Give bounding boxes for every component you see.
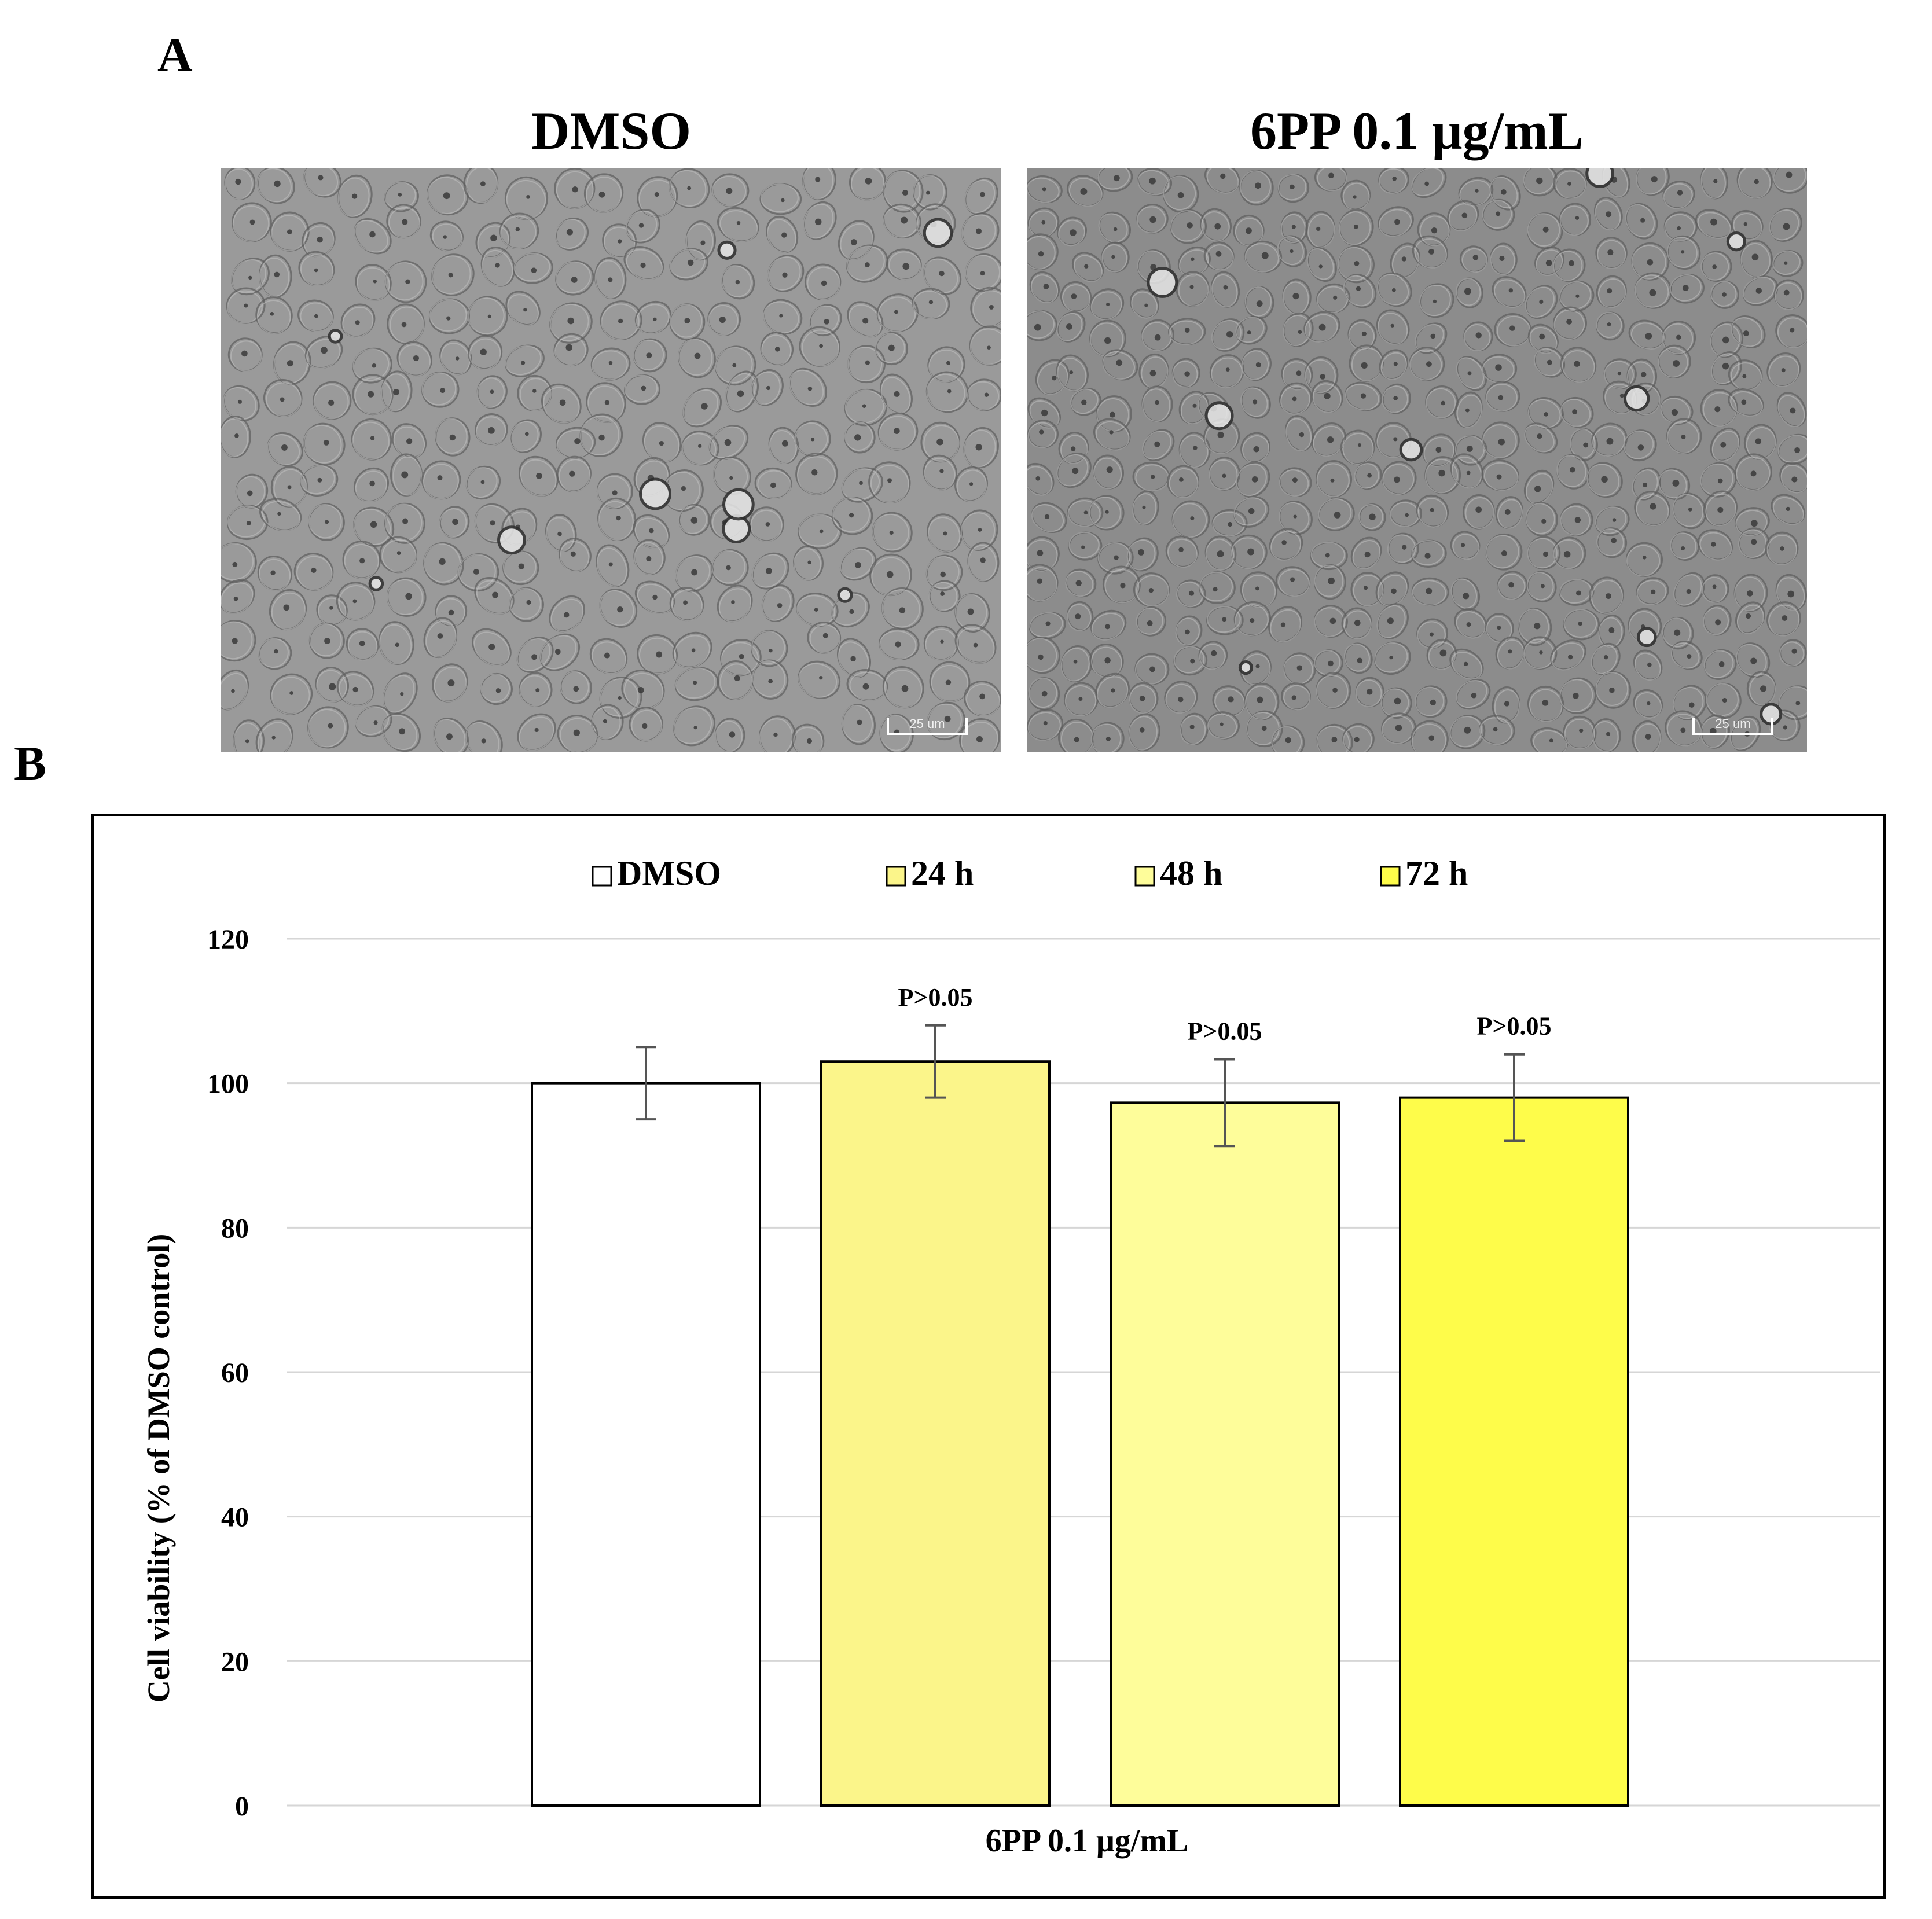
p-value-annotation: P>0.05: [898, 983, 973, 1012]
scalebar-6pp: 25 um: [1692, 716, 1773, 735]
micrograph-dmso: 25 um: [221, 168, 1001, 752]
x-axis-label: 6PP 0.1 μg/mL: [986, 1823, 1189, 1859]
bar-dmso: [531, 1082, 761, 1807]
p-value-annotation: P>0.05: [1477, 1012, 1552, 1041]
bar-72-h: [1399, 1096, 1629, 1807]
y-tick-label: 0: [235, 1791, 249, 1822]
y-tick-label: 80: [221, 1213, 249, 1244]
y-tick-label: 60: [221, 1358, 249, 1388]
panel-label-b: B: [14, 737, 47, 791]
error-bar: [636, 1046, 656, 1121]
panel-label-a: A: [157, 28, 193, 82]
legend-swatch: [1134, 866, 1155, 887]
chart-frame: 0 20 40 60 80 100 120 Cell viability (% of DMSO…: [91, 814, 1886, 1899]
legend-label: DMSO: [617, 854, 721, 892]
bar-chart: 0 20 40 60 80 100 120 Cell viability (% of DMSO…: [141, 854, 1880, 1859]
error-bar: [1504, 1053, 1525, 1142]
micrograph-dmso-cells: [221, 168, 1001, 752]
micrograph-6pp-cells: [1027, 168, 1807, 752]
bar-48-h: [1110, 1101, 1340, 1807]
legend-label: 72 h: [1405, 854, 1468, 892]
legend-swatch: [1380, 866, 1401, 887]
micrograph-6pp: 25 um: [1027, 168, 1807, 752]
y-tick-label: 120: [207, 924, 249, 955]
image-title-dmso: DMSO: [531, 101, 691, 160]
p-value-annotation: P>0.05: [1188, 1017, 1262, 1045]
y-tick-label: 20: [221, 1646, 249, 1677]
legend-label: 24 h: [911, 854, 974, 892]
y-axis-label: Cell viability (% of DMSO control): [141, 1234, 176, 1703]
error-bar: [925, 1024, 946, 1099]
y-tick-label: 100: [207, 1069, 249, 1100]
y-tick-label: 40: [221, 1502, 249, 1533]
bar-24-h: [820, 1060, 1051, 1807]
scalebar-6pp-label: 25 um: [1715, 716, 1751, 731]
image-title-6pp: 6PP 0.1 μg/mL: [1250, 101, 1584, 160]
legend-swatch: [886, 866, 906, 887]
legend-swatch: [592, 866, 612, 887]
error-bar: [1214, 1058, 1235, 1148]
scalebar-dmso-label: 25 um: [909, 716, 945, 731]
scalebar-dmso: 25 um: [887, 716, 968, 735]
legend-label: 48 h: [1160, 854, 1222, 892]
